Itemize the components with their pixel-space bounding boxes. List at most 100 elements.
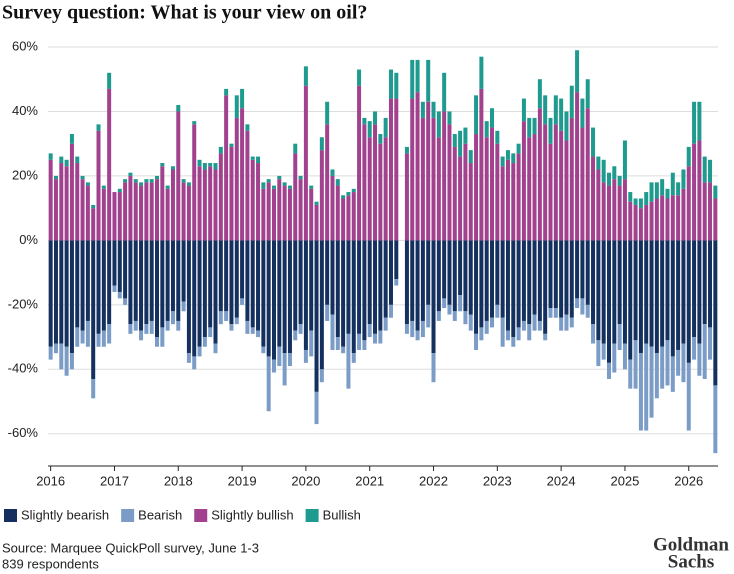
- bar-segment: [681, 188, 686, 241]
- x-tick-label: 2016: [36, 473, 65, 488]
- bar-segment: [91, 240, 96, 379]
- bar-segment: [170, 166, 175, 170]
- bar-segment: [431, 353, 436, 383]
- bar-segment: [48, 153, 53, 160]
- bar-segment: [75, 156, 80, 164]
- bar-segment: [559, 240, 564, 318]
- bar-segment: [452, 134, 457, 147]
- bar-segment: [569, 317, 574, 328]
- bar-segment: [245, 320, 250, 334]
- bar-segment: [537, 240, 542, 321]
- bar-segment: [373, 333, 378, 344]
- bar-segment: [277, 175, 282, 180]
- bar-segment: [101, 240, 106, 331]
- bar-segment: [309, 240, 314, 331]
- bar-segment: [606, 362, 611, 379]
- bar-segment: [660, 346, 665, 389]
- bar-segment: [628, 359, 633, 389]
- bar-segment: [484, 320, 489, 334]
- bar-segment: [628, 192, 633, 202]
- bar-segment: [240, 240, 245, 299]
- bar-segment: [708, 159, 713, 183]
- bar-segment: [670, 195, 675, 241]
- bar-segment: [436, 311, 441, 321]
- bar-segment: [447, 124, 452, 241]
- bar-segment: [351, 240, 356, 354]
- bar-segment: [585, 240, 590, 305]
- bar-segment: [303, 85, 308, 241]
- bar-segment: [229, 240, 234, 325]
- bar-segment: [69, 240, 74, 354]
- bar-segment: [101, 330, 106, 347]
- bar-segment: [282, 240, 287, 354]
- bar-segment: [197, 346, 202, 357]
- bar-segment: [160, 240, 165, 328]
- bar-segment: [543, 124, 548, 241]
- legend-swatch: [305, 509, 319, 522]
- bar-segment: [638, 198, 643, 209]
- bar-segment: [53, 240, 58, 344]
- bar-segment: [341, 198, 346, 241]
- bar-segment: [176, 320, 181, 331]
- bar-segment: [415, 330, 420, 341]
- bar-segment: [415, 59, 420, 93]
- bar-segment: [335, 179, 340, 186]
- bar-segment: [383, 117, 388, 138]
- bar-segment: [569, 117, 574, 241]
- bar-segment: [314, 201, 319, 205]
- bar-segment: [676, 195, 681, 241]
- bar-segment: [346, 195, 351, 241]
- bar-segment: [521, 240, 526, 321]
- bar-segment: [53, 343, 58, 354]
- bar-segment: [458, 295, 463, 312]
- bar-segment: [155, 337, 160, 347]
- bar-segment: [442, 298, 447, 309]
- bar-segment: [628, 201, 633, 241]
- bar-segment: [394, 279, 399, 286]
- bar-segment: [261, 240, 266, 347]
- bar-segment: [123, 182, 128, 241]
- bar-segment: [670, 240, 675, 357]
- bar-segment: [314, 240, 319, 392]
- bar-segment: [500, 166, 505, 241]
- bar-segment: [240, 88, 245, 109]
- bar-segment: [128, 172, 133, 176]
- bar-segment: [692, 101, 697, 144]
- bar-segment: [596, 169, 601, 241]
- bar-segment: [202, 240, 207, 338]
- bar-segment: [585, 108, 590, 241]
- bar-segment: [373, 111, 378, 125]
- bar-segment: [633, 198, 638, 205]
- bar-segment: [346, 333, 351, 389]
- bar-segment: [208, 166, 213, 241]
- bar-segment: [516, 327, 521, 341]
- bar-segment: [479, 327, 484, 341]
- bar-segment: [702, 324, 707, 379]
- bar-segment: [80, 175, 85, 180]
- bar-segment: [660, 240, 665, 347]
- bar-segment: [117, 240, 122, 292]
- bar-segment: [59, 163, 64, 241]
- bar-segment: [341, 346, 346, 354]
- bar-segment: [69, 353, 74, 370]
- bar-segment: [202, 169, 207, 241]
- bar-segment: [96, 333, 101, 347]
- bar-segment: [293, 153, 298, 241]
- bar-segment: [702, 240, 707, 325]
- bar-segment: [245, 240, 250, 321]
- bar-segment: [271, 185, 276, 189]
- legend-swatch: [194, 509, 208, 522]
- bar-segment: [319, 369, 324, 383]
- bar-segment: [474, 240, 479, 334]
- bar-segment: [144, 179, 149, 183]
- legend-swatch: [121, 509, 135, 522]
- bar-segment: [250, 159, 255, 241]
- bar-segment: [149, 240, 154, 321]
- bar-segment: [80, 179, 85, 241]
- bar-segment: [537, 320, 542, 331]
- bar-segment: [319, 240, 324, 370]
- bar-segment: [527, 137, 532, 241]
- legend-label: Slightly bearish: [21, 507, 109, 522]
- bar-segment: [644, 192, 649, 205]
- bar-segment: [170, 169, 175, 241]
